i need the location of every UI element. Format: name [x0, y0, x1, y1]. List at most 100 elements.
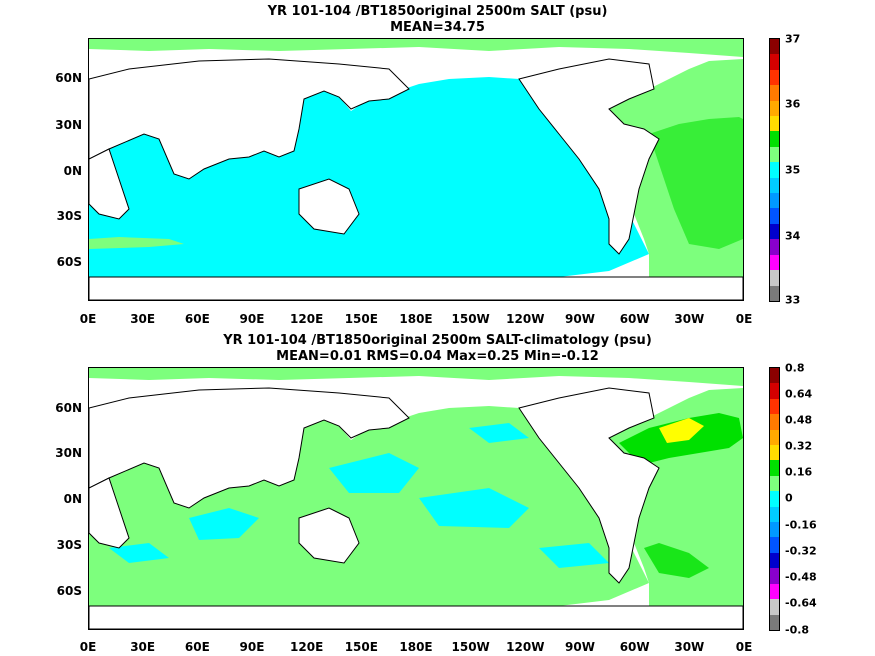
bottom-colorbar-swatch-1 [770, 383, 779, 399]
top-lon-label-0: 0E [79, 312, 97, 326]
top-colorbar-label-35: 35 [785, 163, 801, 177]
bottom-lon-label-5: 150E [344, 640, 378, 654]
bottom-colorbar-swatch-5 [770, 445, 779, 461]
bottom-lon-label-6: 180E [399, 640, 433, 654]
bottom-colorbar-label-neg0.16: -0.16 [785, 518, 817, 532]
bottom-land-africa-south [89, 477, 130, 549]
bottom-lon-label-7: 150W [451, 640, 490, 654]
top-lat-label-30s: 30S [56, 209, 82, 223]
bottom-colorbar-label-0.48: 0.48 [785, 413, 813, 427]
bottom-colorbar-swatch-7 [770, 475, 779, 492]
bottom-colorbar-swatch-11 [770, 537, 779, 553]
bottom-colorbar-swatch-4 [770, 429, 779, 446]
top-lon-label-7: 150W [451, 312, 490, 326]
bottom-lon-label-10: 60W [619, 640, 650, 654]
bottom-map-field [89, 368, 743, 629]
top-ocean-indo-pacific [89, 77, 649, 279]
top-colorbar-swatch-2 [770, 69, 779, 86]
bottom-lat-label-0n: 0N [63, 492, 82, 506]
bottom-title-line1: YR 101-104 /BT1850original 2500m SALT-cl… [223, 333, 652, 348]
top-lon-label-4: 120E [290, 312, 324, 326]
top-land-eurasia-africa [89, 58, 410, 180]
top-lon-label-1: 30E [130, 312, 156, 326]
top-colorbar-label-33: 33 [785, 293, 801, 307]
top-colorbar-swatch-8 [770, 162, 779, 178]
top-title-line2: MEAN=34.75 [390, 20, 485, 35]
bottom-colorbar-swatch-14 [770, 583, 779, 600]
bottom-land-antarctica [89, 605, 743, 629]
bottom-colorbar-label-neg0.64: -0.64 [785, 596, 817, 610]
top-colorbar-swatch-14 [770, 254, 779, 271]
top-lon-label-12: 0E [735, 312, 753, 326]
bottom-colorbar-label-0.64: 0.64 [785, 387, 813, 401]
bottom-lon-label-0: 0E [79, 640, 97, 654]
top-colorbar [769, 38, 780, 302]
bottom-colorbar-swatch-8 [770, 491, 779, 507]
bottom-colorbar-swatch-2 [770, 398, 779, 415]
top-colorbar-swatch-7 [770, 146, 779, 163]
bottom-lon-label-4: 120E [290, 640, 324, 654]
top-colorbar-swatch-1 [770, 54, 779, 70]
bottom-colorbar-swatch-16 [770, 614, 779, 630]
bottom-colorbar-label-0.16: 0.16 [785, 465, 813, 479]
top-southern-green [89, 237, 184, 249]
top-colorbar-swatch-0 [770, 39, 779, 55]
bottom-colorbar-swatch-0 [770, 368, 779, 384]
bottom-lon-label-2: 60E [184, 640, 210, 654]
bottom-colorbar-swatch-10 [770, 522, 779, 538]
top-lon-label-3: 90E [239, 312, 265, 326]
top-atlantic-core [649, 117, 743, 249]
bottom-lon-label-9: 90W [565, 640, 595, 654]
bottom-salinity-anomaly-map [88, 367, 744, 630]
top-land-australia [298, 178, 360, 235]
bottom-colorbar-label-neg0.32: -0.32 [785, 544, 817, 558]
bottom-colorbar-swatch-6 [770, 460, 779, 476]
top-colorbar-label-34: 34 [785, 229, 801, 243]
bottom-lon-label-3: 90E [239, 640, 265, 654]
top-colorbar-swatch-16 [770, 285, 779, 301]
bottom-colorbar-swatch-9 [770, 506, 779, 523]
bottom-atlantic-south-positive [644, 543, 709, 578]
top-map-field [89, 39, 743, 300]
top-land-americas [518, 58, 660, 255]
bottom-colorbar [769, 367, 780, 631]
bottom-colorbar-swatch-15 [770, 599, 779, 615]
top-colorbar-swatch-6 [770, 131, 779, 147]
bottom-atlantic-max-patch [659, 418, 704, 443]
top-lon-label-10: 60W [619, 312, 650, 326]
bottom-land-americas [518, 387, 660, 584]
bottom-lon-label-12: 0E [735, 640, 753, 654]
top-colorbar-swatch-9 [770, 177, 779, 194]
top-lon-label-5: 150E [344, 312, 378, 326]
top-lon-label-2: 60E [184, 312, 210, 326]
top-lat-label-0n: 0N [63, 164, 82, 178]
bottom-colorbar-label-0.32: 0.32 [785, 439, 813, 453]
top-ocean-arctic [89, 39, 743, 57]
bottom-lon-label-1: 30E [130, 640, 156, 654]
top-colorbar-swatch-12 [770, 223, 779, 240]
top-colorbar-swatch-10 [770, 193, 779, 209]
bottom-lon-label-8: 120W [506, 640, 545, 654]
top-lat-label-60n: 60N [55, 71, 82, 85]
top-colorbar-swatch-4 [770, 100, 779, 117]
bottom-colorbar-swatch-3 [770, 414, 779, 430]
top-colorbar-swatch-3 [770, 85, 779, 101]
bottom-lat-label-60n: 60N [55, 401, 82, 415]
bottom-colorbar-label-neg0.48: -0.48 [785, 570, 817, 584]
top-lon-label-8: 120W [506, 312, 545, 326]
top-lat-label-30n: 30N [55, 118, 82, 132]
top-land-africa-south [89, 148, 130, 220]
bottom-colorbar-swatch-12 [770, 552, 779, 569]
bottom-colorbar-label-0: 0 [785, 491, 793, 505]
bottom-lon-label-11: 30W [674, 640, 705, 654]
bottom-title-line2: MEAN=0.01 RMS=0.04 Max=0.25 Min=-0.12 [276, 349, 599, 364]
bottom-colorbar-label-neg0.8: -0.8 [785, 623, 810, 637]
top-lon-label-11: 30W [674, 312, 705, 326]
bottom-ocean-indo-pacific [89, 406, 649, 608]
top-colorbar-label-37: 37 [785, 32, 801, 46]
top-lat-label-60s: 60S [56, 255, 82, 269]
bottom-land-eurasia-africa [89, 387, 410, 509]
top-lon-label-6: 180E [399, 312, 433, 326]
bottom-colorbar-label-0.8: 0.8 [785, 361, 805, 375]
top-colorbar-label-36: 36 [785, 97, 801, 111]
